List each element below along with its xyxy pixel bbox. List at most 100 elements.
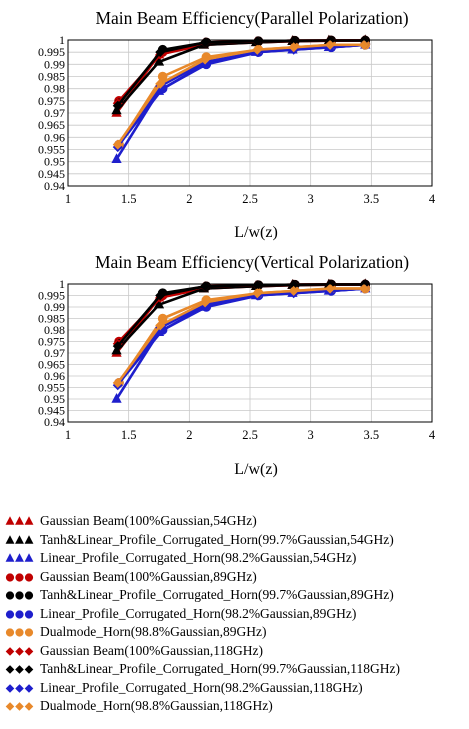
legend-item: Gaussian Beam(100%Gaussian,54GHz) <box>4 512 469 531</box>
y-tick-label: 0.975 <box>38 94 65 108</box>
legend-marker <box>15 553 24 562</box>
y-tick-label: 1 <box>59 33 65 47</box>
data-point <box>153 55 165 66</box>
legend-marker <box>24 665 34 674</box>
legend-marker <box>15 572 24 582</box>
legend-label: Gaussian Beam(100%Gaussian,54GHz) <box>40 513 257 528</box>
legend-marker <box>15 591 24 600</box>
legend-marker <box>24 572 34 582</box>
legend-label: Linear_Profile_Corrugated_Horn(98.2%Gaus… <box>40 605 357 621</box>
y-tick-label: 0.95 <box>44 392 65 406</box>
x-tick-label: 4 <box>429 428 436 442</box>
data-point <box>112 377 123 388</box>
chart-title: Main Beam Efficiency(Vertical Polarizati… <box>95 252 409 272</box>
y-tick-label: 0.95 <box>44 155 65 169</box>
plot-frame <box>67 39 433 187</box>
legend-marker <box>24 553 34 562</box>
y-tick-label: 0.955 <box>38 381 65 395</box>
legend-marker <box>5 628 15 637</box>
y-tick-label: 0.975 <box>38 335 65 349</box>
legend-marker <box>24 702 34 711</box>
legend-label: Tanh&Linear_Profile_Corrugated_Horn(99.7… <box>40 531 394 547</box>
legend-marker <box>15 534 24 544</box>
y-tick-label: 0.945 <box>38 167 65 181</box>
data-point <box>252 44 263 55</box>
data-point <box>200 37 211 48</box>
legend-item: Linear_Profile_Corrugated_Horn(98.2%Gaus… <box>4 605 469 624</box>
y-tick-label: 0.955 <box>38 143 65 157</box>
y-tick-label: 1 <box>59 277 65 291</box>
legend-marker-diamond-icon <box>5 665 34 674</box>
legend-marker <box>15 516 24 525</box>
legend-marker <box>5 553 15 562</box>
chart-vertical-polarization: Main Beam Efficiency(Vertical Polarizati… <box>38 252 436 478</box>
legend-marker <box>15 702 24 711</box>
x-tick-label: 3 <box>308 428 314 442</box>
legend-marker <box>24 591 34 600</box>
y-tick-label: 0.97 <box>44 346 65 360</box>
legend-marker <box>15 646 24 656</box>
data-point <box>153 298 165 309</box>
data-point <box>155 290 166 301</box>
y-tick-label: 0.99 <box>44 300 65 314</box>
y-tick-label: 0.98 <box>44 323 65 337</box>
legend-marker <box>15 683 24 693</box>
y-tick-label: 0.995 <box>38 45 65 59</box>
data-point <box>200 297 211 308</box>
data-point <box>157 71 168 82</box>
x-tick-label: 1 <box>65 428 71 442</box>
data-point <box>325 283 336 294</box>
y-tick-label: 0.97 <box>44 106 65 120</box>
legend-marker <box>5 534 15 544</box>
legend-marker <box>24 516 34 525</box>
data-point <box>111 153 122 163</box>
y-tick-label: 0.96 <box>44 130 65 144</box>
series-10 <box>112 39 370 150</box>
x-tick-label: 2 <box>186 428 192 442</box>
series-10 <box>112 283 370 388</box>
legend-marker <box>15 628 24 637</box>
legend-marker <box>5 702 15 711</box>
legend-marker-circle-icon <box>5 628 34 637</box>
legend-marker <box>5 591 15 600</box>
legend-marker <box>24 683 34 693</box>
legend-marker-diamond-icon <box>5 683 34 693</box>
y-tick-label: 0.965 <box>38 358 65 372</box>
legend-item: Tanh&Linear_Profile_Corrugated_Horn(99.7… <box>4 586 469 605</box>
legend-item: Gaussian Beam(100%Gaussian,118GHz) <box>4 642 469 661</box>
x-tick-label: 3.5 <box>364 192 380 206</box>
legend-marker-triangle-icon <box>5 516 34 525</box>
legend-item: Linear_Profile_Corrugated_Horn(98.2%Gaus… <box>4 549 469 568</box>
x-tick-label: 2.5 <box>242 192 258 206</box>
legend-label: Dualmode_Horn(98.8%Gaussian,89GHz) <box>40 624 267 639</box>
data-point <box>112 341 123 352</box>
x-tick-label: 1.5 <box>121 428 137 442</box>
legend-marker <box>5 683 15 693</box>
legend-marker-triangle-icon <box>5 553 34 562</box>
data-point <box>200 54 211 65</box>
legend-marker <box>24 609 34 619</box>
plot-frame <box>67 283 433 423</box>
y-tick-label: 0.94 <box>44 415 65 429</box>
y-tick-label: 0.985 <box>38 312 65 326</box>
legend-label: Gaussian Beam(100%Gaussian,118GHz) <box>40 642 263 658</box>
x-tick-label: 4 <box>429 192 436 206</box>
data-point <box>325 39 336 50</box>
y-tick-label: 0.945 <box>38 404 65 418</box>
legend-item: Gaussian Beam(100%Gaussian,89GHz) <box>4 568 469 587</box>
data-point <box>359 283 370 294</box>
legend-item: Tanh&Linear_Profile_Corrugated_Horn(99.7… <box>4 531 469 550</box>
x-axis-label: L/w(z) <box>234 461 278 478</box>
data-point <box>155 47 166 58</box>
data-point <box>288 285 299 296</box>
legend-marker-circle-icon <box>5 572 34 582</box>
x-axis-label: L/w(z) <box>234 224 278 241</box>
legend-marker <box>15 665 24 674</box>
legend: Gaussian Beam(100%Gaussian,54GHz) Tanh&Li… <box>4 512 469 716</box>
legend-item: Dualmode_Horn(98.8%Gaussian,118GHz) <box>4 697 469 716</box>
x-tick-label: 3.5 <box>364 428 380 442</box>
legend-label: Linear_Profile_Corrugated_Horn(98.2%Gaus… <box>40 679 363 695</box>
legend-marker <box>5 665 15 674</box>
y-tick-label: 0.985 <box>38 70 65 84</box>
